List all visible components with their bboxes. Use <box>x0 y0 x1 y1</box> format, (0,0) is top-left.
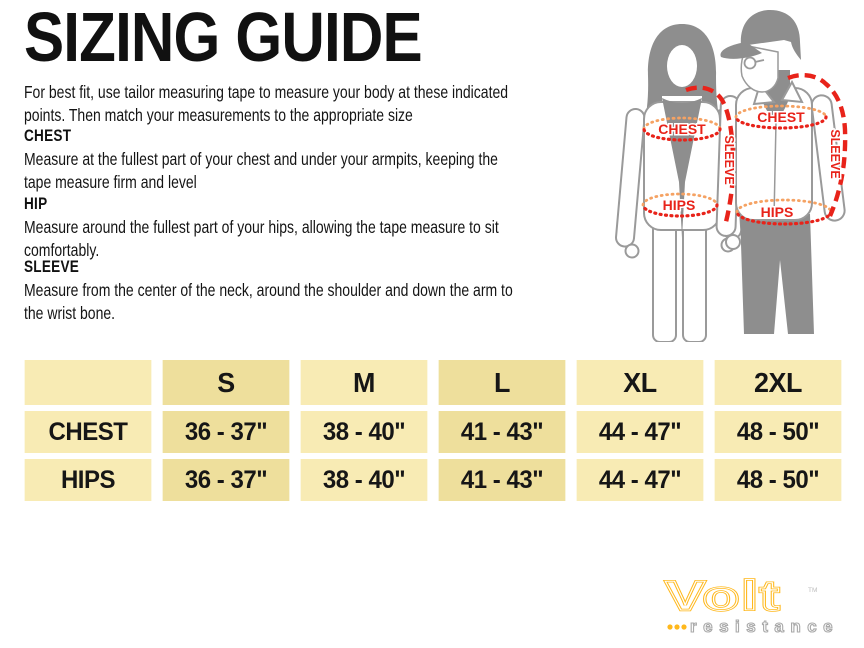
figure-man <box>715 10 846 334</box>
size-col-header: M <box>300 360 428 405</box>
man-hips-label: HIPS <box>761 204 794 220</box>
section-sleeve: SLEEVE Measure from the center of the ne… <box>24 257 514 324</box>
section-hip-body: Measure around the fullest part of your … <box>24 217 499 260</box>
brand-name-outline: Volt <box>665 576 781 620</box>
man-glasses-icon <box>743 56 757 70</box>
section-chest-heading: CHEST <box>24 126 72 145</box>
size-cell: 41 - 43" <box>438 411 566 453</box>
man-glasses-bridge <box>754 59 765 63</box>
section-sleeve-heading: SLEEVE <box>24 257 80 276</box>
woman-hips-ellipse-bottom <box>641 203 719 218</box>
man-right-arm <box>810 94 846 222</box>
figure-illustration: CHEST HIPS CHEST HIPS SLEEVE SLEEVE <box>615 10 848 342</box>
man-zipper <box>773 121 777 219</box>
woman-sleeve-label: SLEEVE <box>722 135 736 184</box>
woman-left-leg <box>652 221 677 342</box>
size-table: S M L XL 2XL CHEST 36 - 37" 38 - 40" 41 - 43" 44 … <box>22 360 844 501</box>
size-cell: 44 - 47" <box>576 459 704 501</box>
man-chest-label: CHEST <box>757 109 805 125</box>
brand-dot-icon <box>667 624 673 630</box>
woman-chest-label: CHEST <box>658 121 706 137</box>
size-col-header: S <box>162 360 290 405</box>
size-cell: 38 - 40" <box>300 459 428 501</box>
row-label: HIPS <box>24 459 152 501</box>
size-cell: 48 - 50" <box>714 411 842 453</box>
section-hip-heading: HIP <box>24 194 48 213</box>
size-col-header: L <box>438 360 566 405</box>
size-cell: 44 - 47" <box>576 411 704 453</box>
man-chest-ellipse-bottom <box>734 115 828 130</box>
woman-left-arm <box>615 107 646 248</box>
man-sleeve-label: SLEEVE <box>828 129 842 178</box>
intro-text: For best fit, use tailor measuring tape … <box>24 82 509 125</box>
man-hips-ellipse-top <box>735 198 833 214</box>
man-chest-ellipse-top <box>734 104 828 119</box>
brand-tagline: resistance <box>690 617 839 636</box>
brand-dot-icon <box>681 624 687 630</box>
woman-face <box>667 45 697 87</box>
man-cap <box>740 10 801 60</box>
size-cell: 36 - 37" <box>162 411 290 453</box>
man-hips-ellipse-bottom <box>735 210 833 226</box>
size-cell: 38 - 40" <box>300 411 428 453</box>
section-hip: HIP Measure around the fullest part of y… <box>24 194 514 261</box>
section-chest: CHEST Measure at the fullest part of you… <box>24 126 514 193</box>
man-collar-right <box>780 79 804 104</box>
section-sleeve-body: Measure from the center of the neck, aro… <box>24 280 513 323</box>
woman-hips-label: HIPS <box>663 197 696 213</box>
brand-name-innerline: Volt <box>665 576 781 620</box>
brand-tm: TM <box>808 587 817 594</box>
brand-dot-icon <box>674 624 680 630</box>
man-left-hand <box>725 234 741 250</box>
volt-logo: Volt Volt TM resistance <box>663 576 839 637</box>
size-col-header: 2XL <box>714 360 842 405</box>
table-corner-cell <box>24 360 152 405</box>
woman-left-hand <box>624 243 640 259</box>
woman-chest-ellipse-bottom <box>642 127 722 142</box>
size-cell: 48 - 50" <box>714 459 842 501</box>
woman-chest-ellipse-top <box>642 116 722 131</box>
woman-hips-ellipse-top <box>641 192 719 207</box>
row-label: CHEST <box>24 411 152 453</box>
size-cell: 36 - 37" <box>162 459 290 501</box>
page-title: SIZING GUIDE <box>24 0 423 76</box>
woman-sleeve-line <box>685 85 736 227</box>
size-cell: 41 - 43" <box>438 459 566 501</box>
section-chest-body: Measure at the fullest part of your ches… <box>24 149 498 192</box>
man-pants <box>740 214 814 334</box>
man-sleeve-line <box>787 72 848 217</box>
size-col-header: XL <box>576 360 704 405</box>
copy-column: For best fit, use tailor measuring tape … <box>24 0 514 345</box>
woman-right-leg <box>682 221 707 342</box>
measure-annotations: CHEST HIPS CHEST HIPS SLEEVE SLEEVE <box>641 72 848 227</box>
woman-hair-front <box>662 98 702 238</box>
man-cap-brim <box>720 42 762 59</box>
